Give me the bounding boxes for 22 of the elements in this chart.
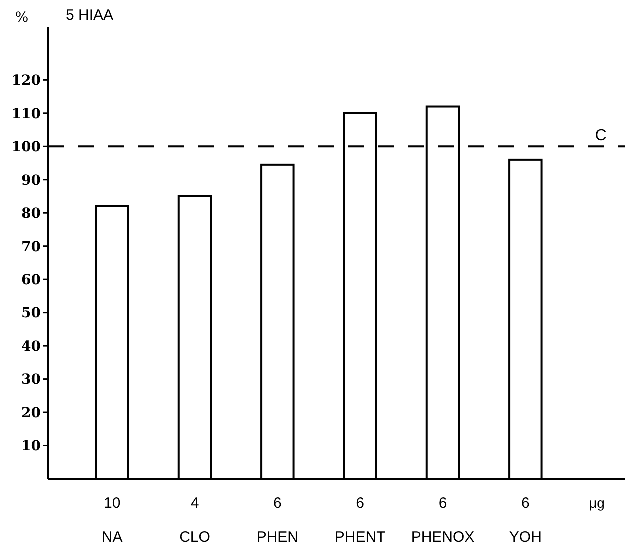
- y-tick-label: 120: [12, 73, 42, 90]
- x-axis-title: μg: [589, 495, 605, 511]
- y-tick-label: 70: [22, 239, 42, 256]
- x-tick-label: 6 YOH: [509, 495, 542, 546]
- ref-line-label: C: [595, 128, 607, 145]
- x-tick-label: 6 PHEN: [256, 495, 299, 546]
- y-axis-title: %: [15, 10, 29, 26]
- x-tick-label: 6 PHENOX: [411, 495, 475, 546]
- y-tick-label: 110: [12, 106, 42, 122]
- x-tick-label: 10 NA: [102, 495, 123, 546]
- y-tick-label: 30: [22, 372, 42, 388]
- x-tick-label: 4 CLO: [180, 495, 210, 546]
- y-tick-label: 40: [22, 338, 42, 355]
- y-tick-label: 80: [22, 206, 42, 222]
- y-tick-label: 50: [22, 306, 42, 322]
- y-tick-label: 100: [12, 140, 42, 156]
- y-tick-label: 10: [22, 438, 42, 455]
- y-tick-label: 90: [22, 172, 42, 189]
- y-tick-label: 20: [22, 405, 42, 422]
- y-tick-label: 60: [22, 272, 42, 288]
- x-tick-label: 6 PHENT: [334, 495, 386, 546]
- chart-title: 5 HIAA: [66, 7, 114, 24]
